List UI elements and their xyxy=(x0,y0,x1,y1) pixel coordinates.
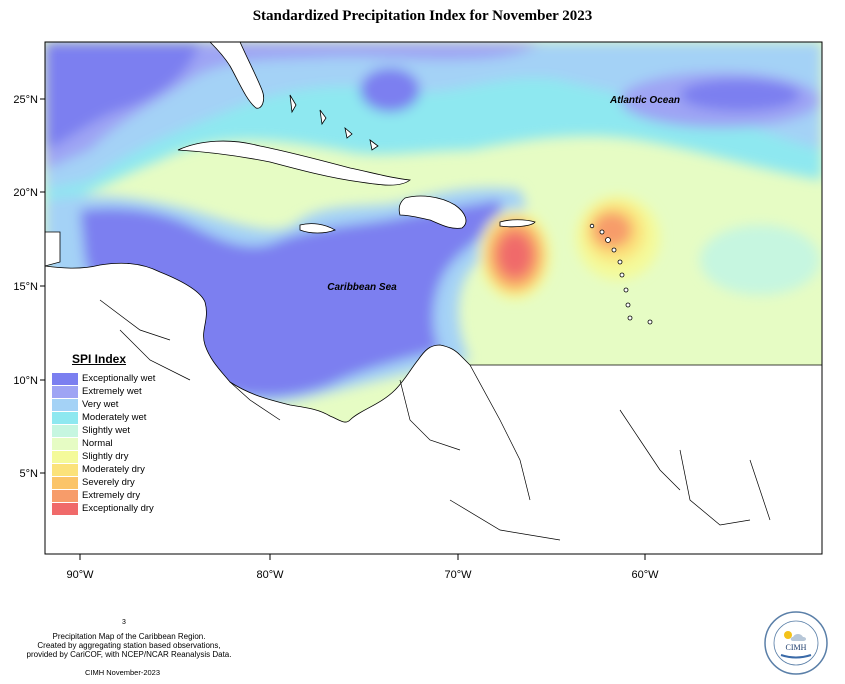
spi-legend: SPI Index Exceptionally wet Extremely wet… xyxy=(52,352,172,515)
lat-tick-label: 15°N xyxy=(13,281,38,293)
caribbean-sea-label: Caribbean Sea xyxy=(327,282,397,293)
legend-swatch xyxy=(52,437,78,450)
legend-label: Normal xyxy=(82,438,113,449)
spi-field xyxy=(45,42,822,554)
legend-item: Normal xyxy=(52,437,172,450)
legend-items: Exceptionally wet Extremely wet Very wet Mo… xyxy=(52,372,172,515)
cimh-logo: CIMH xyxy=(764,611,828,675)
legend-item: Moderately wet xyxy=(52,411,172,424)
footer-line-2: Created by aggregating station based obs… xyxy=(37,641,221,650)
legend-item: Very wet xyxy=(52,398,172,411)
lat-tick-labels: 25°N 20°N 15°N 10°N 5°N xyxy=(13,94,38,480)
lon-tick-label: 70°W xyxy=(444,569,472,581)
legend-swatch xyxy=(52,424,78,437)
lat-tick-label: 5°N xyxy=(20,468,39,480)
lon-tick-marks xyxy=(79,554,646,560)
legend-label: Moderately dry xyxy=(82,464,145,475)
legend-label: Exceptionally wet xyxy=(82,373,156,384)
legend-label: Extremely wet xyxy=(82,386,142,397)
lon-tick-label: 80°W xyxy=(256,569,284,581)
legend-title: SPI Index xyxy=(72,352,127,366)
lon-tick-labels: 90°W 80°W 70°W 60°W xyxy=(66,569,659,581)
legend-label: Slightly wet xyxy=(82,425,131,436)
legend-label: Very wet xyxy=(82,399,119,410)
country-borders xyxy=(99,299,771,541)
legend-swatch xyxy=(52,372,78,385)
lat-tick-marks xyxy=(40,98,45,474)
legend-swatch xyxy=(52,385,78,398)
footer-number: 3 xyxy=(122,619,126,626)
lon-tick-label: 90°W xyxy=(66,569,94,581)
legend-swatch xyxy=(52,398,78,411)
legend-swatch xyxy=(52,476,78,489)
footer-credits: 3 Precipitation Map of the Caribbean Reg… xyxy=(14,618,244,659)
lat-tick-label: 10°N xyxy=(13,375,38,387)
atlantic-ocean-label: Atlantic Ocean xyxy=(609,95,680,106)
legend-item: Severely dry xyxy=(52,476,172,489)
lat-tick-label: 20°N xyxy=(13,187,38,199)
legend-item: Moderately dry xyxy=(52,463,172,476)
legend-swatch xyxy=(52,450,78,463)
lat-tick-label: 25°N xyxy=(13,94,38,106)
legend-item: Slightly wet xyxy=(52,424,172,437)
sun-icon xyxy=(784,631,792,639)
legend-label: Moderately wet xyxy=(82,412,147,423)
footer-date: CIMH November-2023 xyxy=(85,668,161,677)
logo-text: CIMH xyxy=(786,643,807,652)
footer-line-1: Precipitation Map of the Caribbean Regio… xyxy=(52,632,206,641)
legend-item: Exceptionally wet xyxy=(52,372,172,385)
land-masses xyxy=(45,42,822,554)
legend-label: Slightly dry xyxy=(82,451,129,462)
legend-item: Slightly dry xyxy=(52,450,172,463)
legend-label: Severely dry xyxy=(82,477,135,488)
legend-label: Exceptionally dry xyxy=(82,503,154,514)
legend-label: Extremely dry xyxy=(82,490,141,501)
legend-swatch xyxy=(52,489,78,502)
legend-item: Extremely wet xyxy=(52,385,172,398)
legend-swatch xyxy=(52,463,78,476)
lon-tick-label: 60°W xyxy=(631,569,659,581)
legend-swatch xyxy=(52,411,78,424)
legend-item: Exceptionally dry xyxy=(52,502,172,515)
legend-item: Extremely dry xyxy=(52,489,172,502)
map-frame xyxy=(44,41,823,555)
legend-swatch xyxy=(52,502,78,515)
footer-line-3: provided by CariCOF, with NCEP/NCAR Rean… xyxy=(26,650,232,659)
map-title: Standardized Precipitation Index for Nov… xyxy=(252,8,593,24)
